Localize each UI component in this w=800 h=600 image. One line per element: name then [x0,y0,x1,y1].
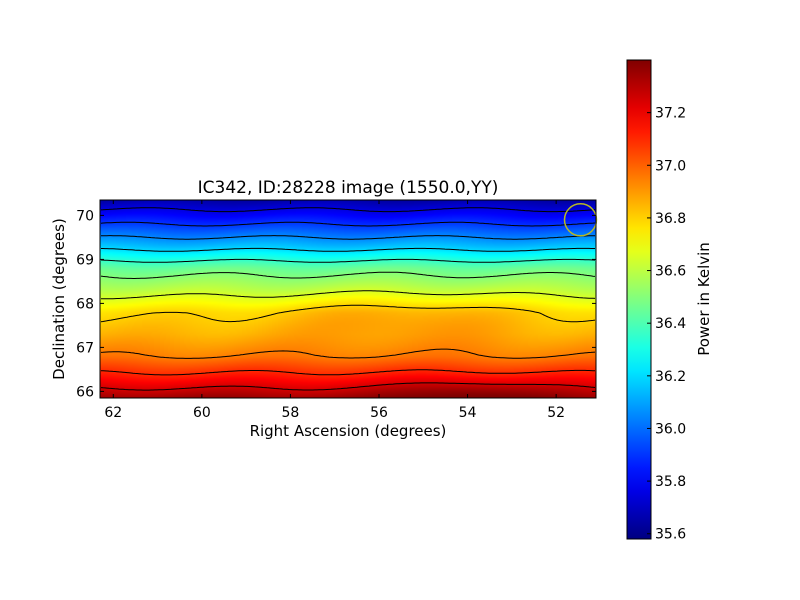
chart-title: IC342, ID:28228 image (1550.0,YY) [198,178,499,198]
colorbar-tick-label: 37.2 [655,106,686,122]
colorbar-tick-label: 35.8 [655,474,686,490]
colorbar-bar [626,59,652,540]
x-axis-label: Right Ascension (degrees) [250,422,447,440]
colorbar-tick-label: 35.6 [655,527,686,543]
contour-line [100,258,596,263]
y-axis: 66 67 68 69 70 [76,208,596,400]
y-tick-label: 68 [76,296,94,312]
colorbar-label: Power in Kelvin [695,242,713,356]
contour-lines [100,207,596,391]
y-tick-label: 67 [76,340,94,356]
colorbar-tick-label: 36.6 [655,264,686,280]
colorbar-tick-label: 36.4 [655,316,686,332]
colorbar-tick-label: 36.8 [655,211,686,227]
contour-line [100,369,596,376]
x-tick-label: 58 [282,405,300,421]
contour-line [100,207,596,213]
contour-line [101,290,596,300]
contour-line [101,235,595,240]
y-tick-label: 66 [76,384,94,400]
heatmap-image [100,200,596,398]
contour-line [100,382,596,391]
y-axis-label: Declination (degrees) [50,218,68,380]
colorbar-tick-label: 36.0 [655,421,686,437]
x-tick-label: 56 [370,405,388,421]
colorbar-ticks: 35.6 35.8 36.0 36.2 36.4 36.6 36.8 37.0 37.2 [647,106,686,543]
y-tick-label: 70 [76,208,94,224]
contour-line [100,221,595,227]
colorbar: 35.6 35.8 36.0 36.2 36.4 36.6 36.8 37.0 37.2 Pow… [626,59,713,543]
colorbar-tick-label: 36.2 [655,369,686,385]
x-tick-label: 52 [547,405,565,421]
x-axis: 62 60 58 56 54 52 [104,200,565,421]
heatmap-plot [99,199,598,399]
contour-line [100,304,596,323]
y-tick-label: 69 [76,252,94,268]
contour-line [100,271,596,279]
x-tick-label: 62 [104,405,122,421]
colorbar-tick-label: 37.0 [655,158,686,174]
contour-line [100,348,596,359]
x-tick-label: 54 [459,405,477,421]
contour-line [101,247,595,252]
x-tick-label: 60 [193,405,211,421]
plot-frame [99,199,597,399]
